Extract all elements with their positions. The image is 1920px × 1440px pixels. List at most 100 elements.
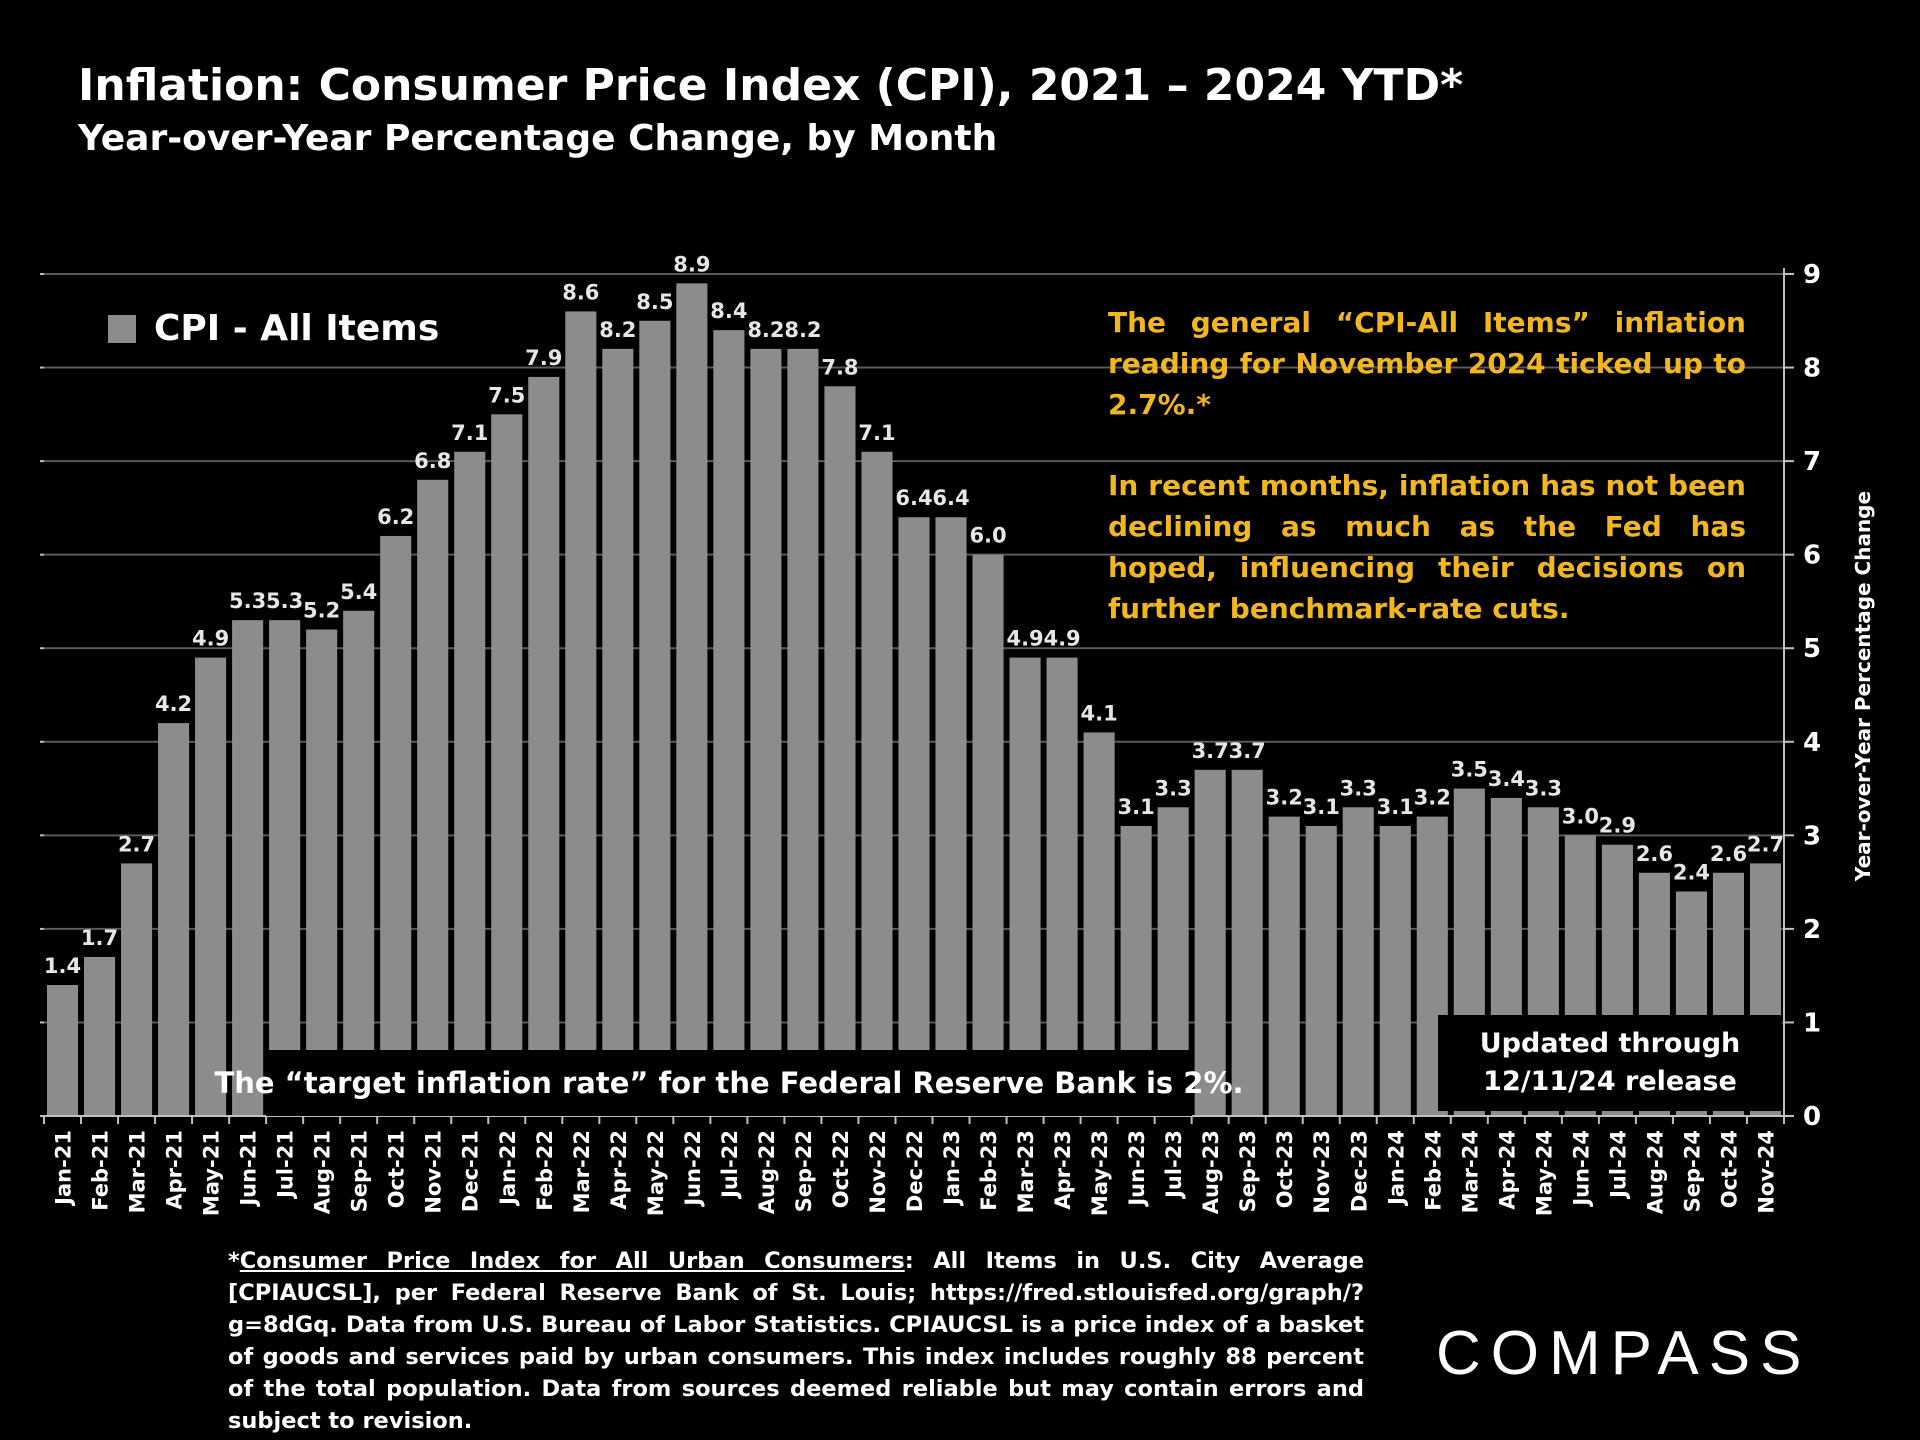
value-label: 5.3 (266, 589, 303, 613)
y-axis-label: Year-over-Year Percentage Change (1851, 491, 1875, 882)
x-tick-label: Aug-23 (1199, 1130, 1223, 1214)
x-tick-label: Mar-24 (1458, 1130, 1482, 1213)
y-tick-label: 8 (1803, 354, 1821, 384)
bar (602, 348, 634, 1116)
bar (269, 620, 301, 1116)
value-label: 3.2 (1414, 786, 1451, 810)
value-label: 4.9 (1043, 627, 1080, 651)
value-label: 7.1 (451, 421, 488, 445)
x-tick-label: Jan-22 (496, 1130, 520, 1207)
x-tick-label: Jul-22 (718, 1130, 742, 1200)
axes (40, 268, 1794, 1124)
bar (787, 348, 819, 1116)
value-label: 2.4 (1673, 860, 1710, 884)
value-label: 3.7 (1192, 739, 1229, 763)
value-label: 4.9 (192, 627, 229, 651)
bar (417, 479, 449, 1116)
value-label: 3.4 (1488, 767, 1525, 791)
bar (565, 311, 597, 1116)
x-tick-label: Apr-23 (1051, 1130, 1075, 1210)
bar (195, 657, 227, 1116)
value-label: 4.1 (1081, 701, 1118, 725)
y-tick-label: 2 (1803, 915, 1821, 945)
footnote: *Consumer Price Index for All Urban Cons… (228, 1245, 1364, 1437)
bar (1305, 825, 1337, 1116)
footnote-source-link[interactable]: Consumer Price Index for All Urban Consu… (239, 1248, 905, 1274)
bar (1231, 769, 1263, 1116)
value-label: 3.1 (1118, 795, 1155, 819)
y-tick-labels: 0 1 2 3 4 5 6 7 8 9 (1803, 260, 1821, 1132)
x-tick-label: Sep-23 (1236, 1130, 1260, 1212)
legend-label: CPI - All Items (154, 308, 440, 349)
value-label: 6.4 (932, 486, 969, 510)
value-label: 6.8 (414, 449, 451, 473)
target-rate-box: The “target inflation rate” for the Fede… (214, 1050, 1244, 1116)
x-tick-label: Apr-21 (163, 1130, 187, 1210)
value-label: 1.7 (81, 926, 118, 950)
bar (972, 554, 1004, 1116)
value-label: 6.4 (895, 486, 932, 510)
bar (861, 451, 893, 1116)
chart-title: Inflation: Consumer Price Index (CPI), 2… (78, 60, 1464, 111)
x-tick-label: Sep-21 (348, 1130, 372, 1212)
bar (1268, 816, 1300, 1116)
x-tick-label: Jan-23 (940, 1130, 964, 1207)
x-tick-label: Mar-23 (1014, 1130, 1038, 1213)
x-tick-label: Jan-21 (52, 1130, 76, 1207)
x-tick-label: Jun-24 (1569, 1130, 1593, 1208)
value-label: 3.3 (1525, 776, 1562, 800)
x-tick-label: May-22 (644, 1130, 668, 1216)
bar (898, 517, 930, 1116)
note-paragraph-1: The general “CPI-All Items” inflation re… (1108, 306, 1746, 421)
x-tick-label: Feb-21 (89, 1130, 113, 1211)
x-tick-label: Feb-24 (1421, 1130, 1445, 1211)
x-tick-label: Feb-22 (533, 1130, 557, 1211)
value-label: 7.5 (488, 383, 525, 407)
x-tick-label: Apr-22 (607, 1130, 631, 1210)
x-tick-label: Jul-24 (1606, 1130, 1630, 1200)
y-tick-label: 3 (1803, 821, 1821, 851)
bar (491, 414, 523, 1116)
x-tick-label: Nov-21 (422, 1130, 446, 1214)
x-tick-label: Aug-21 (311, 1130, 335, 1214)
value-label: 2.6 (1710, 842, 1747, 866)
x-tick-label: Mar-22 (570, 1130, 594, 1213)
x-tick-label: Jul-23 (1162, 1130, 1186, 1200)
value-label: 8.2 (784, 318, 821, 342)
value-label: 2.9 (1599, 814, 1636, 838)
value-label: 8.5 (636, 290, 673, 314)
x-tick-label: Nov-22 (866, 1130, 890, 1214)
value-label: 6.0 (969, 524, 1006, 548)
value-label: 8.9 (673, 252, 710, 276)
bar (824, 386, 856, 1116)
target-rate-text: The “target inflation rate” for the Fede… (214, 1066, 1244, 1100)
value-label: 3.5 (1451, 758, 1488, 782)
bar (639, 320, 671, 1116)
note-paragraph-2: In recent months, inflation has not been… (1108, 469, 1746, 625)
x-tick-label: Jan-24 (1384, 1130, 1408, 1207)
value-label: 5.4 (340, 580, 377, 604)
legend: CPI - All Items (108, 308, 439, 349)
value-label: 8.2 (599, 318, 636, 342)
y-tick-label: 9 (1803, 260, 1821, 290)
value-label: 2.7 (118, 832, 155, 856)
footnote-prefix: * (228, 1248, 240, 1274)
value-label: 3.1 (1377, 795, 1414, 819)
bar (935, 517, 967, 1116)
y-tick-label: 6 (1803, 541, 1821, 571)
bar (83, 956, 116, 1116)
bar (158, 723, 190, 1116)
x-tick-label: Feb-23 (977, 1130, 1001, 1211)
bar (306, 629, 338, 1116)
value-label: 3.3 (1340, 776, 1377, 800)
y-tick-label: 1 (1803, 1008, 1821, 1038)
x-tick-label: Jun-22 (681, 1130, 705, 1208)
value-label: 3.2 (1266, 786, 1303, 810)
x-tick-label: Mar-21 (126, 1130, 150, 1213)
y-tick-label: 5 (1803, 634, 1821, 664)
x-tick-label: Dec-22 (903, 1130, 927, 1212)
bar (713, 330, 745, 1117)
y-tick-label: 7 (1803, 447, 1821, 477)
value-label: 3.0 (1562, 804, 1599, 828)
x-tick-label: Nov-24 (1754, 1130, 1778, 1214)
